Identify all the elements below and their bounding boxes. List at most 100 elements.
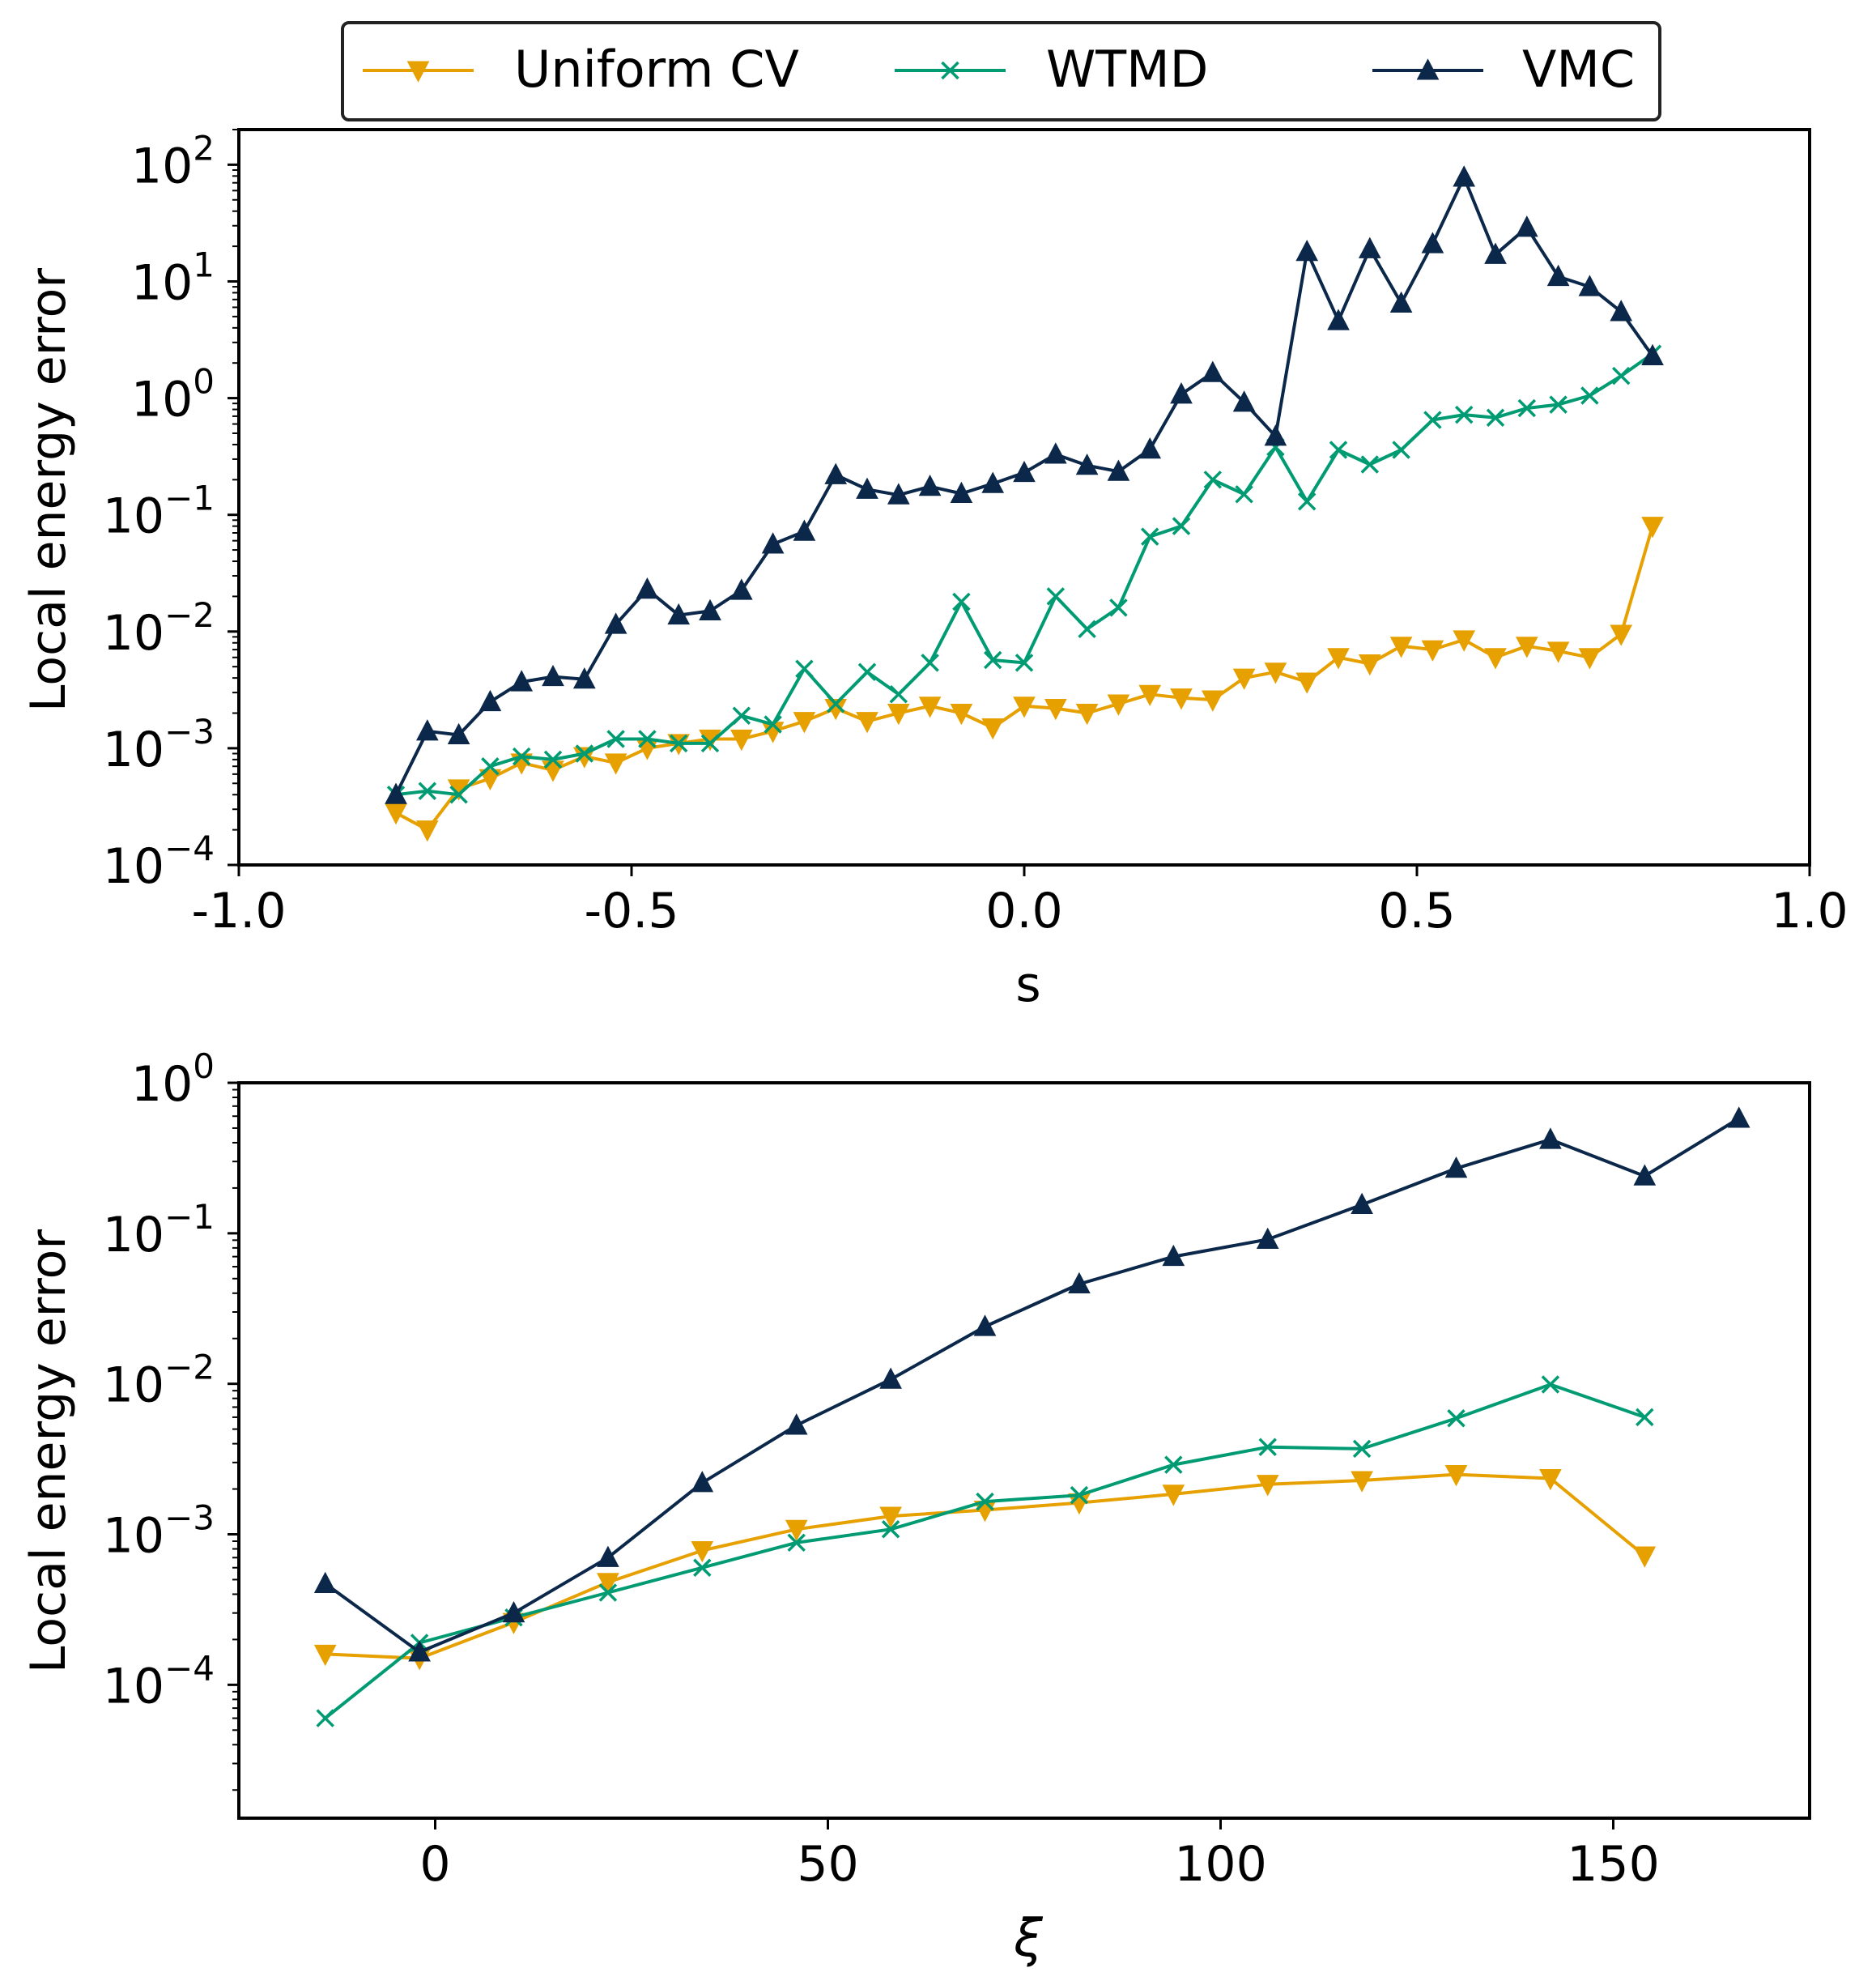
chart-top-point-vmc	[510, 670, 534, 692]
chart-bottom-point-wtmd	[976, 1492, 994, 1511]
chart-bottom-xi: 0 50 100 150 10−4 10−3 10−2 10−1 100 ξ Local ene…	[20, 1046, 1811, 1969]
chart-top-point-vmc	[1013, 460, 1036, 483]
chart-top-point-vmc	[1453, 165, 1476, 187]
chart-bottom-point-vmc	[408, 1640, 431, 1662]
chart-top-point-vmc	[385, 782, 407, 804]
chart-top-y-axis-label: Local energy error	[20, 268, 77, 712]
chart-top-x-tick-label: 0.0	[985, 883, 1062, 939]
chart-bottom-point-vmc	[1351, 1192, 1373, 1215]
chart-top-point-wtmd	[1046, 587, 1066, 606]
chart-bottom-y-tick-label: 100	[131, 1046, 215, 1113]
chart-top-point-vmc	[824, 462, 848, 484]
chart-top-point-vmc	[1515, 215, 1538, 237]
chart-top-point-wtmd	[638, 730, 657, 748]
chart-bottom-y-axis-label: Local energy error	[20, 1229, 77, 1673]
chart-top-x-tick-label: 1.0	[1771, 883, 1848, 939]
chart-bottom-point-uniform-cv	[1351, 1471, 1373, 1493]
chart-top-point-wtmd	[1109, 598, 1128, 617]
chart-top-point-vmc	[604, 612, 627, 634]
chart-top-point-uniform-cv	[1421, 640, 1444, 662]
chart-top-point-uniform-cv	[887, 703, 910, 726]
chart-bottom-point-uniform-cv	[313, 1644, 337, 1667]
chart-bottom-point-wtmd	[1541, 1375, 1560, 1394]
chart-bottom-point-wtmd	[881, 1520, 900, 1539]
chart-bottom-point-vmc	[691, 1471, 714, 1493]
chart-top-y-tick-label: 10−4	[103, 829, 215, 895]
chart-top-plot-frame	[237, 128, 1811, 867]
chart-top-point-uniform-cv	[950, 703, 973, 726]
chart-top-point-uniform-cv	[1358, 654, 1381, 676]
chart-top-point-vmc	[1610, 300, 1633, 322]
chart-top-point-uniform-cv	[1641, 517, 1664, 539]
chart-bottom-x-tick-label: 0	[419, 1836, 450, 1893]
chart-top-point-wtmd	[857, 662, 877, 682]
chart-top-y-tick-label: 100	[131, 362, 215, 428]
chart-top-point-wtmd	[1611, 366, 1631, 385]
chart-top-point-wtmd	[1172, 517, 1191, 535]
chart-top-point-vmc	[1044, 442, 1067, 464]
chart-top-point-wtmd	[606, 730, 625, 748]
chart-top-point-vmc	[1578, 275, 1602, 296]
legend-marker-symbol-uniform-cv	[406, 61, 430, 83]
chart-top-point-wtmd	[952, 592, 971, 611]
legend-marker-wtmd	[941, 61, 959, 80]
chart-top-y-tick-label: 101	[131, 245, 215, 311]
legend-marker-symbol-wtmd	[941, 61, 959, 80]
chart-top-point-wtmd	[889, 685, 908, 704]
chart-top-point-vmc	[761, 532, 785, 554]
chart-bottom-point-uniform-cv	[879, 1506, 902, 1528]
chart-bottom-point-wtmd	[1352, 1439, 1372, 1459]
chart-top-point-wtmd	[795, 659, 814, 678]
chart-bottom-point-vmc	[313, 1571, 337, 1593]
chart-top-point-vmc	[981, 471, 1005, 493]
chart-top-point-wtmd	[1423, 411, 1442, 429]
chart-bottom-point-uniform-cv	[1539, 1468, 1562, 1491]
chart-top-point-vmc	[479, 689, 502, 712]
chart-bottom-plot-frame	[237, 1081, 1811, 1820]
legend-entry-vmc: VMC	[1372, 40, 1635, 99]
chart-top-point-uniform-cv	[1295, 672, 1319, 694]
chart-top-point-vmc	[1075, 453, 1099, 475]
chart-top-point-uniform-cv	[1107, 694, 1130, 716]
chart-top-point-uniform-cv	[1170, 688, 1193, 710]
chart-bottom-point-uniform-cv	[691, 1541, 714, 1563]
legend-entry-uniform-cv: Uniform CV	[363, 40, 799, 99]
chart-top-point-vmc	[1484, 242, 1507, 264]
chart-bottom-point-wtmd	[1636, 1408, 1654, 1427]
chart-top-y-tick-label: 10−3	[103, 712, 215, 778]
chart-top-point-wtmd	[1360, 455, 1380, 474]
chart-top-point-vmc	[887, 483, 910, 505]
chart-top-point-wtmd	[575, 744, 594, 763]
chart-bottom-y-tick-label: 10−1	[103, 1197, 215, 1263]
chart-top-point-uniform-cv	[1578, 648, 1602, 670]
chart-top-point-wtmd	[732, 706, 751, 725]
chart-top-point-vmc	[1264, 424, 1287, 446]
chart-bottom-point-uniform-cv	[597, 1573, 619, 1595]
chart-bottom-point-uniform-cv	[1444, 1465, 1468, 1487]
chart-top-point-uniform-cv	[1327, 648, 1350, 670]
chart-top-point-vmc	[667, 603, 691, 625]
chart-top-point-vmc	[1641, 343, 1664, 366]
chart-top-x-axis-label: s	[1015, 956, 1040, 1013]
legend-marker-vmc	[1416, 58, 1440, 80]
chart-top-point-uniform-cv	[1610, 624, 1633, 646]
chart-top-point-wtmd	[669, 734, 688, 753]
chart-top-point-uniform-cv	[604, 753, 627, 775]
chart-bottom-point-uniform-cv	[1633, 1546, 1657, 1568]
chart-top-s: -1.0 -0.5 0.0 0.5 1.0 10−4 10−3 10−2 10−1 100 101 1…	[20, 128, 1848, 1013]
chart-top-point-vmc	[447, 722, 470, 745]
chart-top-point-wtmd	[1015, 654, 1034, 672]
chart-top-point-vmc	[699, 598, 721, 620]
chart-bottom-point-vmc	[502, 1600, 525, 1623]
legend-label-wtmd: WTMD	[1046, 40, 1208, 99]
chart-top-point-vmc	[856, 477, 878, 499]
chart-top-point-wtmd	[1203, 471, 1223, 489]
chart-top-point-wtmd	[543, 750, 563, 769]
chart-top-point-wtmd	[418, 782, 437, 800]
chart-bottom-point-vmc	[1539, 1127, 1562, 1149]
chart-bottom-point-vmc	[597, 1545, 619, 1567]
chart-top-point-wtmd	[1329, 441, 1348, 459]
chart-bottom-point-vmc	[1727, 1106, 1751, 1128]
chart-top-point-wtmd	[1297, 492, 1317, 511]
chart-top-point-uniform-cv	[1044, 699, 1067, 721]
